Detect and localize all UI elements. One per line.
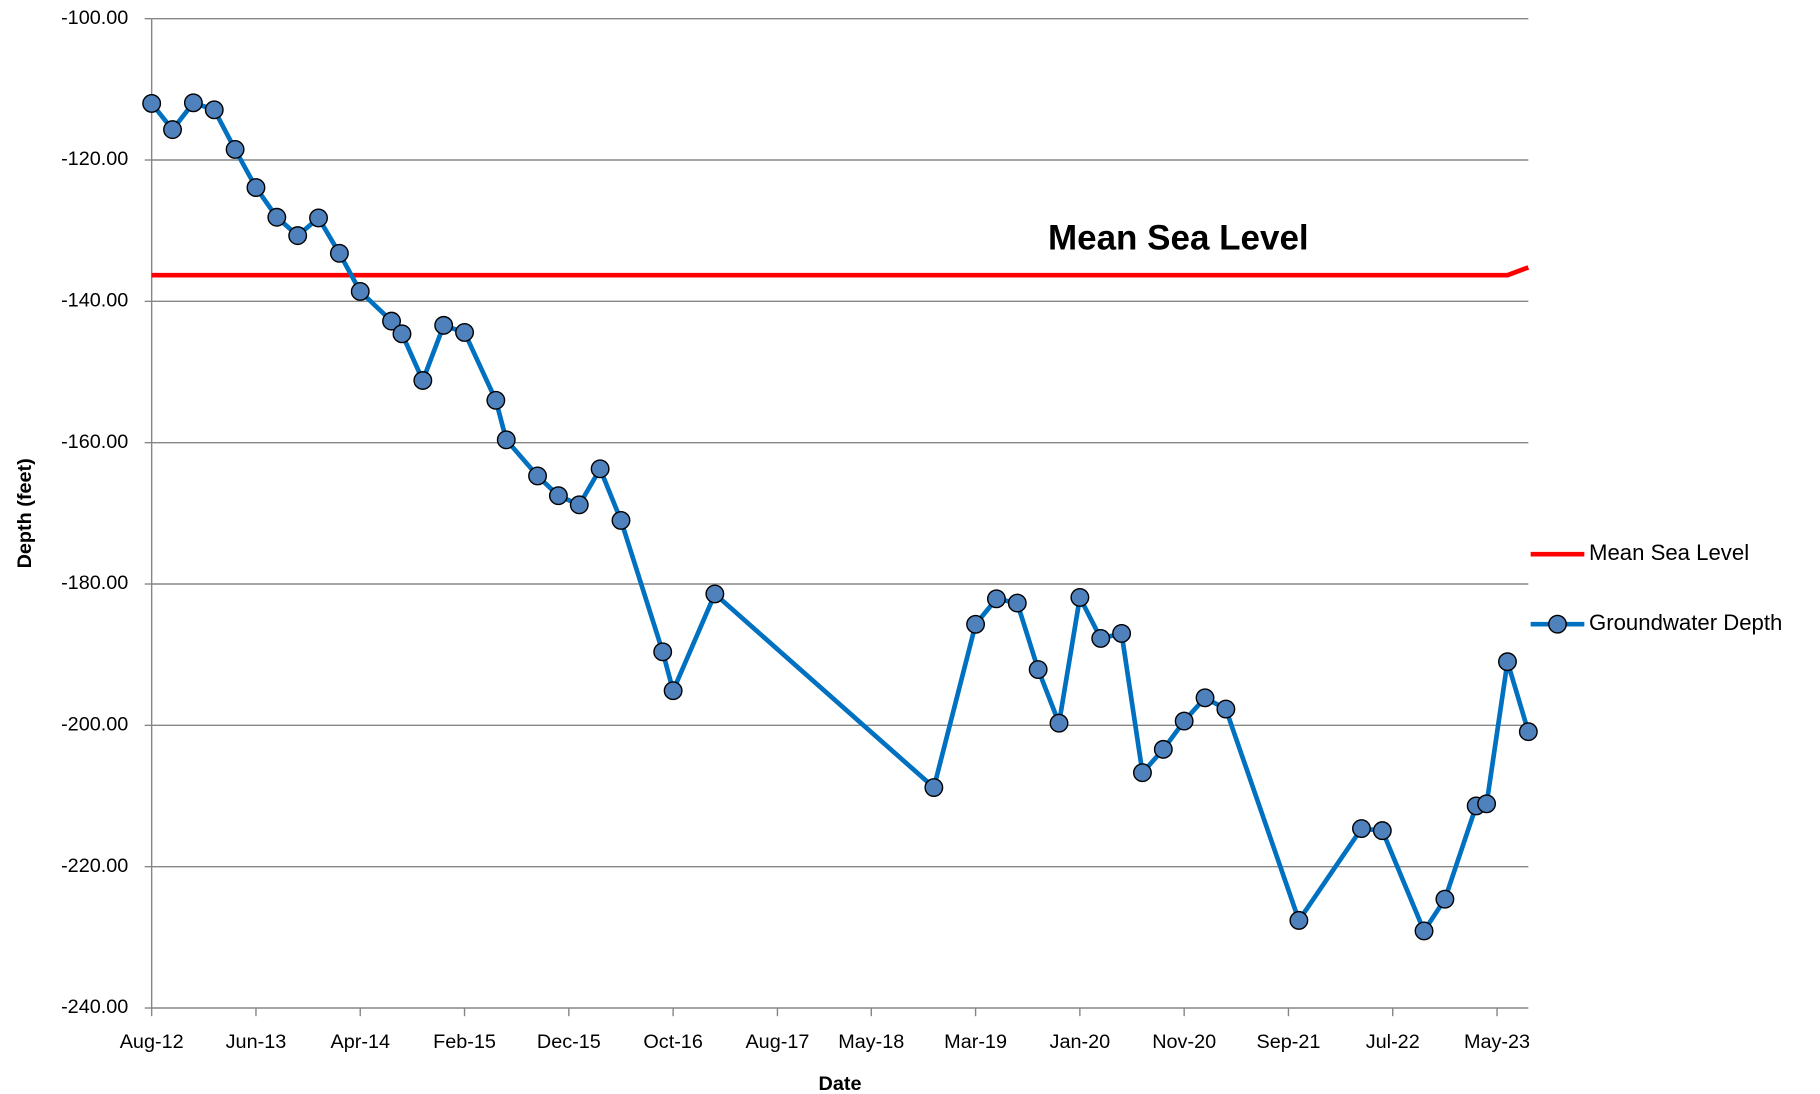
x-tick-label: May-18 xyxy=(838,1031,904,1053)
x-tick-label: Feb-15 xyxy=(433,1031,496,1053)
data-point xyxy=(548,486,568,506)
legend-label: Mean Sea Level xyxy=(1589,540,1749,565)
data-point xyxy=(246,178,266,198)
data-point xyxy=(267,207,287,227)
data-point xyxy=(1498,652,1517,672)
data-point xyxy=(1518,722,1538,742)
data-point xyxy=(1289,910,1309,930)
data-point xyxy=(309,208,328,228)
data-point xyxy=(528,466,548,486)
legend-label: Groundwater Depth xyxy=(1589,610,1782,635)
series-line xyxy=(151,265,1530,278)
x-tick-label: Jan-20 xyxy=(1050,1031,1111,1053)
x-tick-label: Mar-19 xyxy=(944,1031,1007,1053)
data-point xyxy=(496,430,516,450)
data-point xyxy=(1174,711,1194,731)
data-point xyxy=(924,778,944,797)
x-tick-label: Sep-21 xyxy=(1256,1031,1320,1053)
x-axis-label: Date xyxy=(819,1073,862,1094)
data-point xyxy=(611,510,631,530)
y-tick-label: -200.00 xyxy=(61,714,128,736)
x-tick-label: Dec-15 xyxy=(537,1031,601,1053)
y-tick-label: -220.00 xyxy=(61,855,128,877)
data-point xyxy=(1195,688,1215,708)
data-point xyxy=(455,322,474,342)
data-point xyxy=(329,243,349,263)
data-point xyxy=(204,100,224,120)
data-point xyxy=(569,495,589,515)
data-point xyxy=(1216,699,1236,719)
data-point xyxy=(1049,713,1069,733)
data-point xyxy=(1070,587,1090,607)
x-tick-label: Jun-13 xyxy=(226,1031,287,1053)
y-tick-label: -100.00 xyxy=(61,7,128,29)
data-point xyxy=(1007,593,1027,613)
annotation: Mean Sea Level xyxy=(1048,219,1309,258)
y-tick-label: -120.00 xyxy=(61,148,128,170)
data-point xyxy=(986,589,1006,609)
data-point xyxy=(1435,889,1455,909)
data-point xyxy=(1028,660,1048,679)
data-point xyxy=(1132,763,1152,783)
legend-marker xyxy=(1548,614,1567,634)
data-point xyxy=(1112,624,1132,643)
series-line xyxy=(149,100,1531,934)
y-tick-label: -180.00 xyxy=(61,572,128,594)
data-point xyxy=(1414,921,1434,941)
data-point xyxy=(163,120,182,140)
data-point xyxy=(653,642,673,662)
data-point xyxy=(1352,819,1371,838)
x-tick-label: Apr-14 xyxy=(330,1031,390,1053)
x-tick-label: Jul-22 xyxy=(1366,1031,1420,1053)
data-point xyxy=(288,226,308,246)
x-tick-label: Oct-16 xyxy=(643,1031,703,1053)
y-tick-label: -140.00 xyxy=(61,290,128,312)
data-point xyxy=(966,614,986,634)
data-point xyxy=(183,93,203,113)
x-tick-label: May-23 xyxy=(1464,1031,1530,1053)
y-tick-label: -160.00 xyxy=(61,431,128,453)
data-point xyxy=(225,139,245,159)
data-point xyxy=(1153,739,1173,759)
data-point xyxy=(413,371,433,390)
data-point xyxy=(1477,794,1497,814)
data-point xyxy=(350,281,370,301)
data-point xyxy=(486,390,506,410)
data-point xyxy=(1091,628,1111,648)
data-point xyxy=(590,459,610,479)
data-point xyxy=(1372,821,1392,841)
y-axis-label: Depth (feet) xyxy=(14,458,36,568)
x-tick-label: Aug-12 xyxy=(120,1031,184,1053)
x-tick-label: Aug-17 xyxy=(745,1031,809,1053)
x-tick-label: Nov-20 xyxy=(1152,1031,1216,1053)
y-tick-label: -240.00 xyxy=(61,996,128,1018)
data-point xyxy=(142,94,162,113)
data-point xyxy=(382,311,401,331)
data-point xyxy=(434,315,454,335)
data-point xyxy=(392,324,412,344)
data-point xyxy=(705,584,725,604)
data-point xyxy=(663,681,683,701)
